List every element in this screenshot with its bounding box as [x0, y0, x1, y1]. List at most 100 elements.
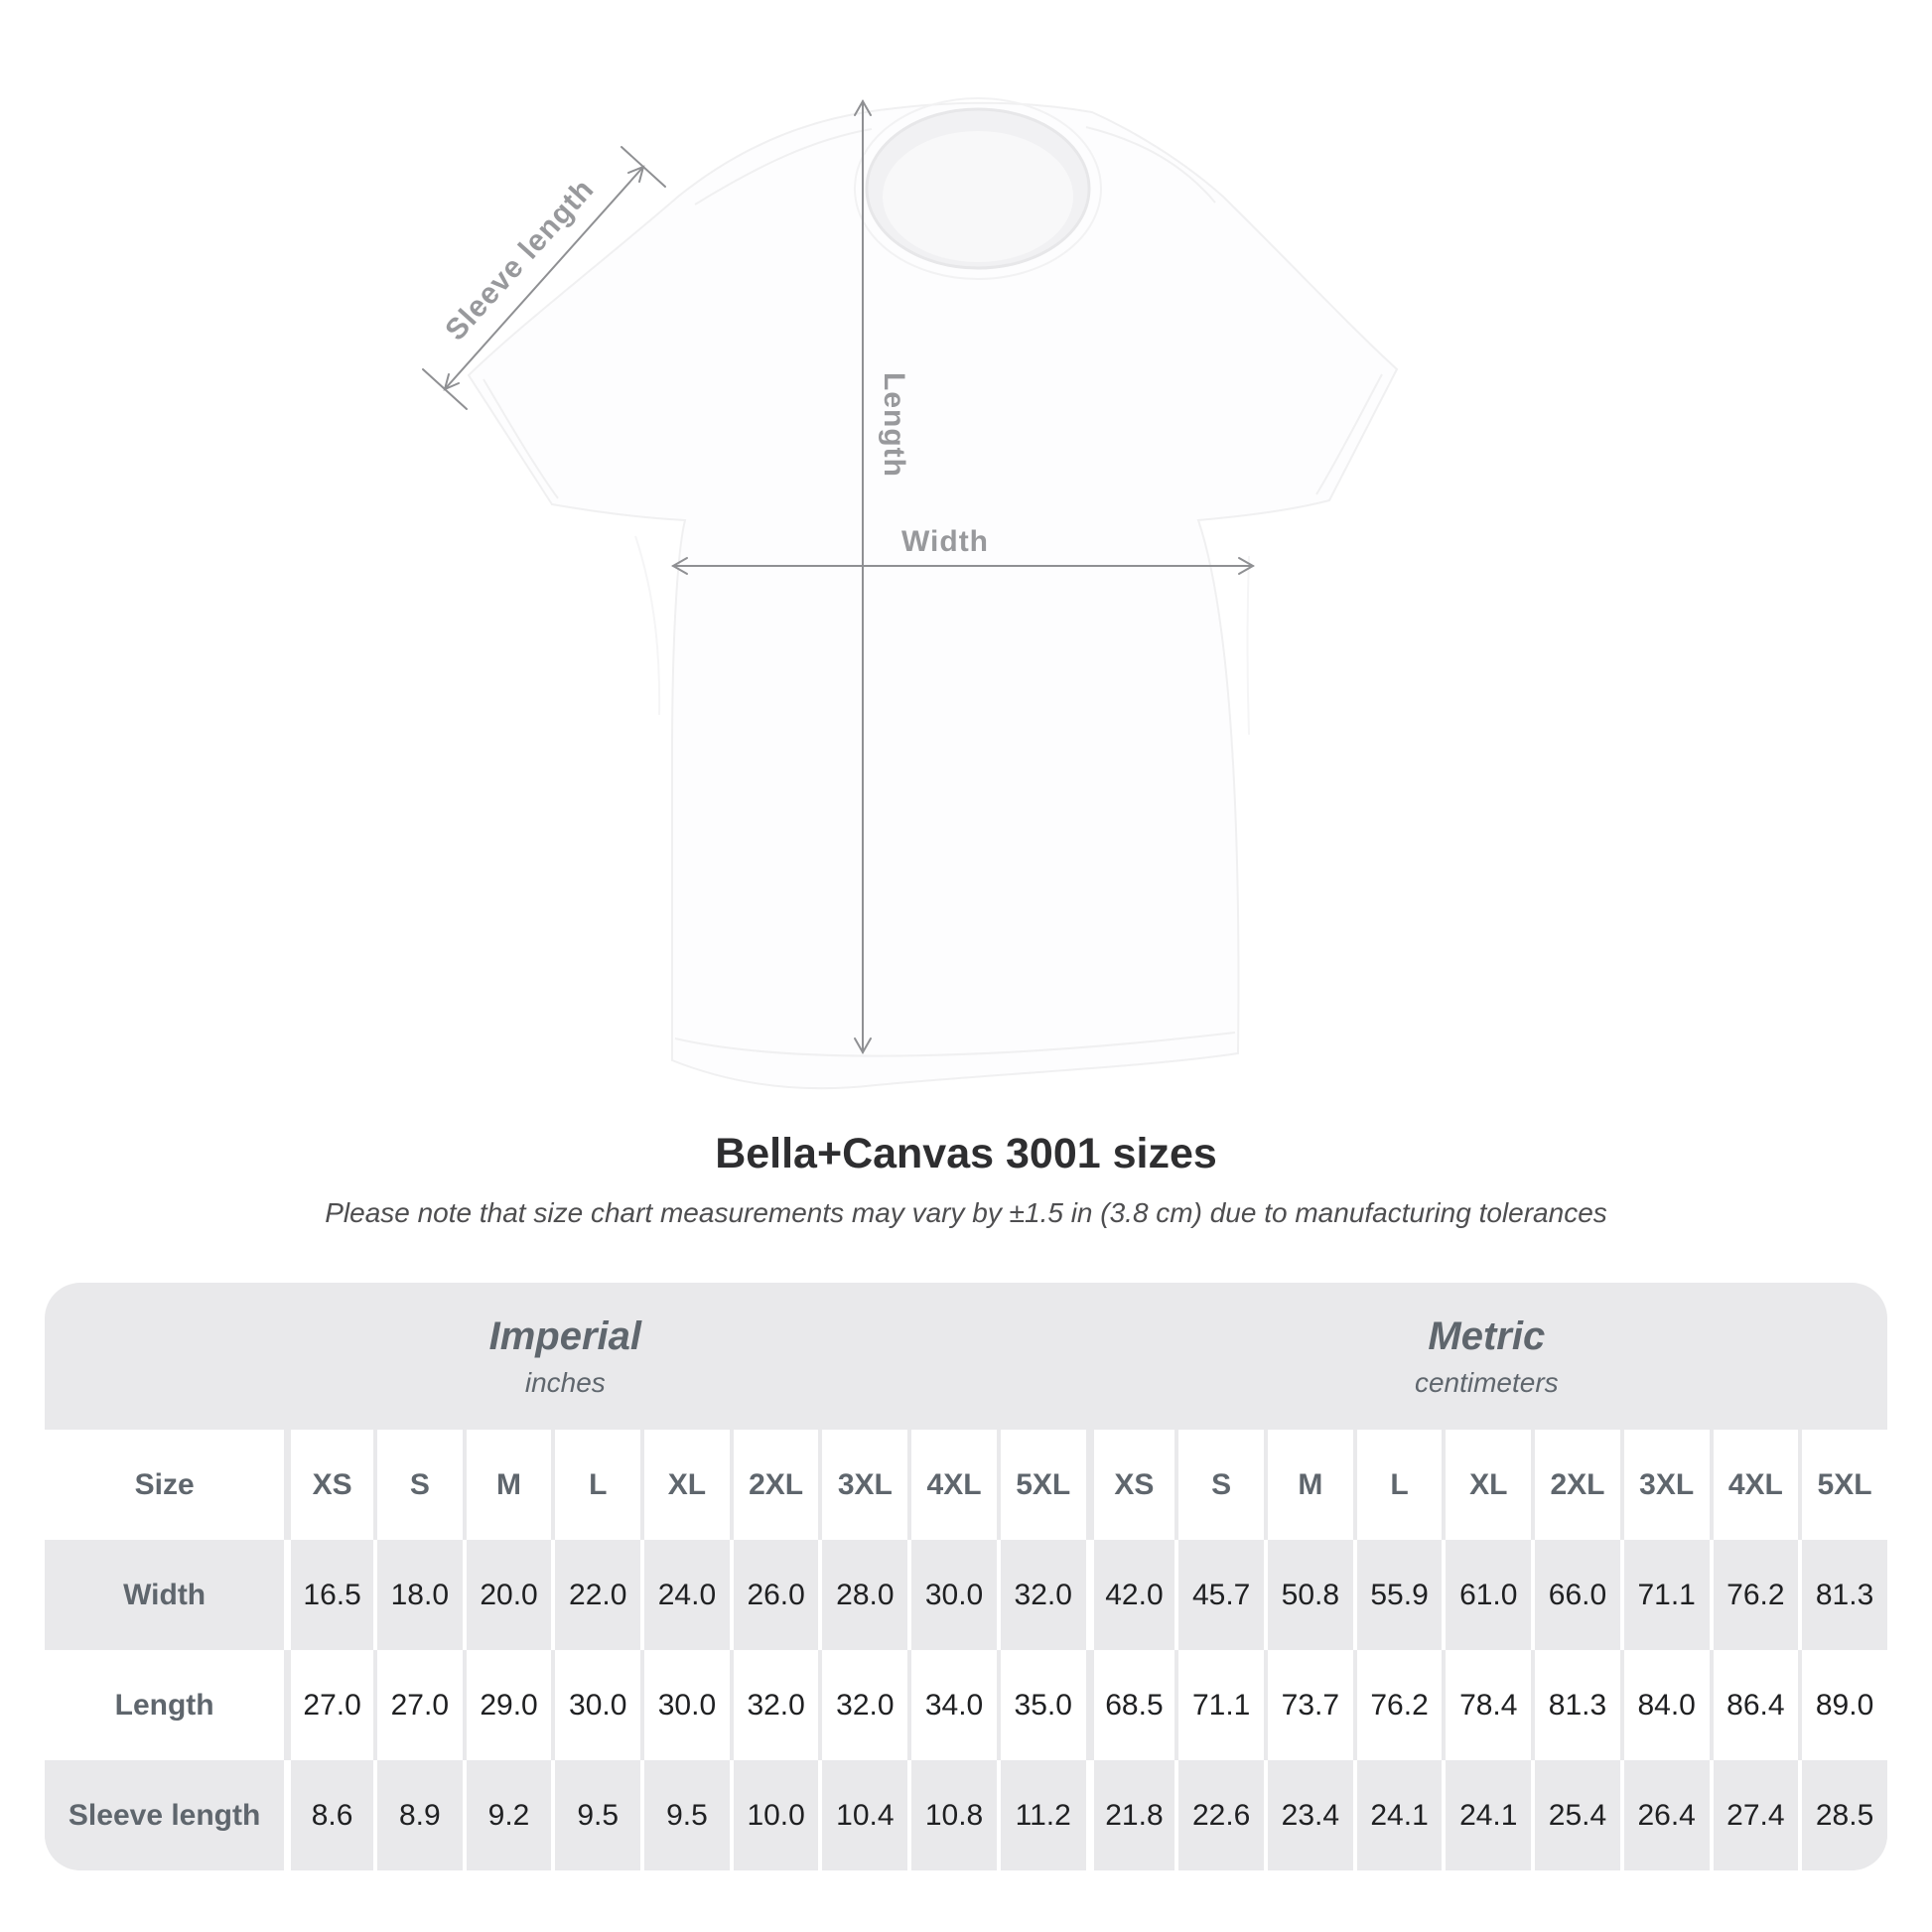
value-cell: 66.0 [1531, 1540, 1620, 1650]
row-sleeve-length: Sleeve length 8.6 8.9 9.2 9.5 9.5 10.0 1… [45, 1760, 1887, 1870]
value-cell: 26.0 [729, 1540, 819, 1650]
value-cell: 86.4 [1709, 1650, 1799, 1760]
size-header: XL [1442, 1430, 1532, 1540]
value-cell: 81.3 [1798, 1540, 1887, 1650]
value-cell: 29.0 [462, 1650, 552, 1760]
value-cell: 45.7 [1174, 1540, 1264, 1650]
size-header: L [551, 1430, 641, 1540]
value-cell: 76.2 [1352, 1650, 1443, 1760]
length-label: Length [878, 372, 910, 478]
metric-title: Metric [1428, 1313, 1546, 1358]
value-cell: 35.0 [996, 1650, 1086, 1760]
size-header: 2XL [1531, 1430, 1620, 1540]
row-length: Length 27.0 27.0 29.0 30.0 30.0 32.0 32.… [45, 1650, 1887, 1760]
value-cell: 27.0 [284, 1650, 373, 1760]
size-table: Imperial inches Metric centimeters Size … [45, 1283, 1887, 1870]
value-cell: 78.4 [1442, 1650, 1532, 1760]
value-cell: 8.6 [284, 1760, 373, 1870]
value-cell: 71.1 [1174, 1650, 1264, 1760]
unit-section-row: Imperial inches Metric centimeters [45, 1283, 1887, 1430]
value-cell: 30.0 [551, 1650, 641, 1760]
value-cell: 32.0 [818, 1650, 908, 1760]
value-cell: 8.9 [372, 1760, 463, 1870]
value-cell: 71.1 [1619, 1540, 1710, 1650]
value-cell: 30.0 [907, 1540, 997, 1650]
value-cell: 32.0 [996, 1540, 1086, 1650]
value-cell: 9.5 [640, 1760, 730, 1870]
size-header: S [372, 1430, 463, 1540]
value-cell: 27.0 [372, 1650, 463, 1760]
size-header: 2XL [729, 1430, 819, 1540]
size-header: XS [284, 1430, 373, 1540]
imperial-unit: inches [524, 1366, 606, 1398]
value-cell: 61.0 [1442, 1540, 1532, 1650]
row-label: Width [45, 1540, 285, 1650]
size-header: 3XL [1619, 1430, 1710, 1540]
size-header: S [1174, 1430, 1264, 1540]
size-header: L [1352, 1430, 1443, 1540]
value-cell: 10.0 [729, 1760, 819, 1870]
imperial-title: Imperial [488, 1313, 642, 1358]
size-header: M [462, 1430, 552, 1540]
dimension-arrows [422, 98, 1256, 1055]
value-cell: 81.3 [1531, 1650, 1620, 1760]
value-cell: 50.8 [1264, 1540, 1353, 1650]
value-cell: 28.5 [1798, 1760, 1887, 1870]
tshirt-diagram: Sleeve length Length Width [422, 97, 1399, 1090]
value-cell: 30.0 [640, 1650, 730, 1760]
value-cell: 10.8 [907, 1760, 997, 1870]
row-width: Width 16.5 18.0 20.0 22.0 24.0 26.0 28.0… [45, 1540, 1887, 1650]
value-cell: 10.4 [818, 1760, 908, 1870]
value-cell: 28.0 [818, 1540, 908, 1650]
value-cell: 89.0 [1798, 1650, 1887, 1760]
value-cell: 16.5 [284, 1540, 373, 1650]
width-label: Width [900, 525, 990, 558]
value-cell: 24.1 [1442, 1760, 1532, 1870]
value-cell: 9.2 [462, 1760, 552, 1870]
collar-ring [865, 107, 1091, 270]
size-header: 4XL [1709, 1430, 1799, 1540]
tshirt-body [467, 101, 1399, 1090]
value-cell: 11.2 [996, 1760, 1086, 1870]
size-column-header: Size [45, 1430, 285, 1540]
value-cell: 34.0 [907, 1650, 997, 1760]
value-cell: 27.4 [1709, 1760, 1799, 1870]
table-header-row: Size XS S M L XL 2XL 3XL 4XL 5XL XS S M … [45, 1430, 1887, 1540]
tolerance-note: Please note that size chart measurements… [325, 1197, 1607, 1228]
value-cell: 20.0 [462, 1540, 552, 1650]
value-cell: 55.9 [1352, 1540, 1443, 1650]
row-label: Length [45, 1650, 285, 1760]
value-cell: 26.4 [1619, 1760, 1710, 1870]
value-cell: 21.8 [1085, 1760, 1175, 1870]
value-cell: 25.4 [1531, 1760, 1620, 1870]
page-title: Bella+Canvas 3001 sizes [715, 1130, 1217, 1177]
value-cell: 42.0 [1085, 1540, 1175, 1650]
tshirt-illustration [422, 97, 1399, 1090]
value-cell: 68.5 [1085, 1650, 1175, 1760]
neck-inner [883, 131, 1073, 262]
size-header: XL [640, 1430, 730, 1540]
value-cell: 32.0 [729, 1650, 819, 1760]
imperial-section-header: Imperial inches [45, 1283, 1086, 1430]
seam-lines [483, 126, 1383, 1057]
metric-section-header: Metric centimeters [1086, 1283, 1887, 1430]
value-cell: 73.7 [1264, 1650, 1353, 1760]
size-header: 3XL [818, 1430, 908, 1540]
collar-trim [854, 97, 1102, 280]
value-cell: 76.2 [1709, 1540, 1799, 1650]
value-cell: 23.4 [1264, 1760, 1353, 1870]
sleeve-length-arrow [444, 166, 644, 390]
row-label: Sleeve length [45, 1760, 285, 1870]
value-cell: 84.0 [1619, 1650, 1710, 1760]
size-header: 5XL [1798, 1430, 1887, 1540]
value-cell: 24.0 [640, 1540, 730, 1650]
value-cell: 22.0 [551, 1540, 641, 1650]
size-header: M [1264, 1430, 1353, 1540]
value-cell: 24.1 [1352, 1760, 1443, 1870]
size-header: 4XL [907, 1430, 997, 1540]
size-header: 5XL [996, 1430, 1086, 1540]
value-cell: 18.0 [372, 1540, 463, 1650]
value-cell: 22.6 [1174, 1760, 1264, 1870]
size-header: XS [1085, 1430, 1175, 1540]
